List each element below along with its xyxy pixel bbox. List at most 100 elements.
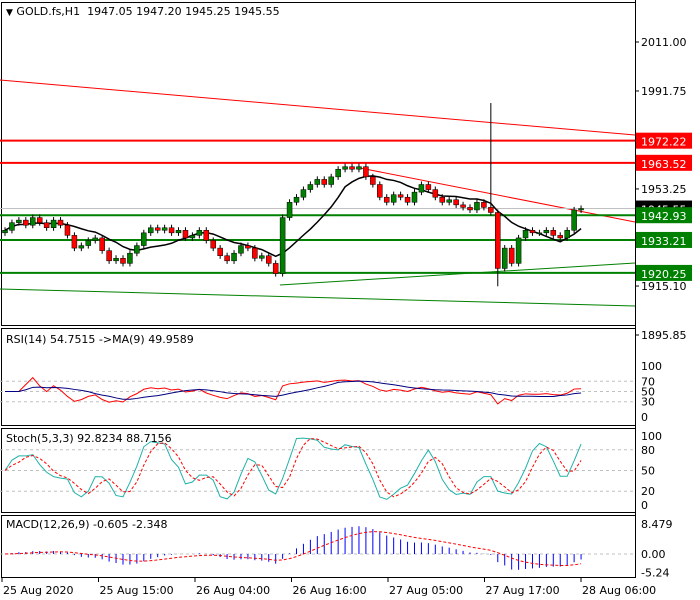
collapse-arrow-icon[interactable]: ▼: [6, 8, 13, 18]
bear-candle: [508, 247, 515, 264]
bear-candle: [57, 219, 64, 226]
bear-candle: [397, 194, 404, 198]
bull-candle: [307, 184, 314, 190]
bear-candle: [245, 245, 251, 249]
level-label: 1920.25: [641, 268, 687, 281]
bull-candle: [175, 230, 182, 234]
stoch-signal-line: [4, 437, 582, 498]
bear-candle: [217, 247, 223, 256]
bear-candle: [210, 240, 216, 249]
time-tick-label: 25 Aug 2020: [3, 584, 73, 597]
stoch-axis-label: 0: [641, 499, 648, 512]
ohlc-low: 1945.25: [185, 5, 231, 18]
bull-candle: [196, 230, 203, 236]
bull-candle: [113, 258, 119, 262]
bear-candle: [168, 227, 175, 234]
rsi-axis-label: 50: [641, 386, 655, 399]
level-label-box: [636, 231, 692, 248]
bear-candle: [460, 204, 466, 208]
bull-candle: [543, 230, 550, 234]
bull-candle: [92, 237, 98, 241]
bull-candle: [286, 202, 293, 218]
macd-signal-line: [4, 531, 582, 566]
bull-candle: [564, 230, 570, 239]
bear-candle: [467, 207, 473, 211]
bull-candle: [335, 168, 341, 178]
bear-candle: [432, 189, 439, 198]
ohlc-high: 1947.20: [136, 5, 182, 18]
bull-candle: [356, 166, 362, 170]
stoch-axis-label: 20: [641, 485, 655, 498]
bull-candle: [16, 219, 22, 223]
bull-candle: [300, 189, 307, 198]
bull-candle: [411, 191, 418, 203]
bear-candle: [321, 179, 328, 185]
bear-candle: [550, 230, 557, 236]
bear-candle: [203, 230, 210, 241]
bear-candle: [120, 258, 126, 264]
bear-candle: [488, 207, 494, 213]
bull-candle: [9, 222, 15, 231]
bear-candle: [43, 222, 50, 229]
bull-candle: [231, 252, 237, 262]
time-tick-label: 26 Aug 16:00: [293, 584, 367, 597]
bear-candle: [349, 166, 355, 170]
time-tick-label: 28 Aug 06:00: [582, 584, 656, 597]
bear-candle: [224, 255, 230, 262]
bear-candle: [383, 196, 390, 203]
bull-candle: [501, 247, 508, 269]
bull-candle: [161, 227, 168, 231]
bear-candle: [481, 202, 487, 208]
price-tick-label: 1953.25: [641, 183, 687, 196]
bull-candle: [293, 196, 300, 203]
bull-candle: [328, 176, 334, 185]
bear-candle: [377, 184, 383, 198]
macd-label: MACD(12,26,9) -0.605 -2.348: [6, 518, 168, 531]
price-tick-label: 2011.00: [641, 36, 687, 49]
bear-candle: [370, 176, 376, 185]
rsi-axis-label: 70: [641, 375, 655, 388]
bear-candle: [106, 250, 112, 262]
rsi-ma-line: [5, 380, 582, 400]
bull-candle: [78, 245, 85, 249]
bear-candle: [453, 199, 459, 206]
level-label: 1933.21: [641, 235, 687, 248]
bear-candle: [425, 184, 432, 190]
ohlc-open: 1947.05: [87, 5, 133, 18]
bear-candle: [495, 212, 501, 269]
support-trendline-rising: [279, 262, 636, 286]
price-tick-label: 1991.75: [641, 85, 687, 98]
macd-axis-label: 8.479: [641, 518, 673, 531]
bull-candle: [134, 245, 140, 254]
bull-candle: [515, 237, 522, 264]
level-label-box: [636, 207, 692, 224]
rsi-axis-label: 30: [641, 396, 655, 409]
bull-candle: [571, 209, 577, 231]
bear-candle: [182, 230, 189, 239]
bear-candle: [439, 196, 445, 203]
bull-candle: [2, 230, 8, 234]
stoch-axis-label: 100: [641, 430, 662, 443]
bull-candle: [536, 232, 543, 235]
bull-candle: [259, 255, 265, 259]
stoch-axis-label: 50: [641, 465, 655, 478]
rsi-label: RSI(14) 54.7515 ->MA(9) 49.9589: [6, 333, 194, 346]
level-label: 1972.22: [641, 136, 687, 149]
time-tick-label: 26 Aug 04:00: [196, 584, 270, 597]
level-label-box: [636, 264, 692, 281]
bull-candle: [127, 252, 133, 264]
time-tick-label: 27 Aug 17:00: [486, 584, 560, 597]
level-label: 1963.52: [641, 158, 687, 171]
bull-candle: [474, 202, 480, 211]
price-tick-label: 1895.85: [641, 329, 687, 342]
bear-candle: [252, 247, 258, 259]
ohlc-close: 1945.55: [234, 5, 280, 18]
bear-candle: [71, 235, 78, 249]
moving-average-line: [4, 175, 582, 258]
bear-candle: [36, 217, 43, 223]
bear-candle: [404, 196, 411, 203]
macd-axis-label: -5.24: [641, 567, 669, 580]
bear-candle: [529, 230, 536, 234]
